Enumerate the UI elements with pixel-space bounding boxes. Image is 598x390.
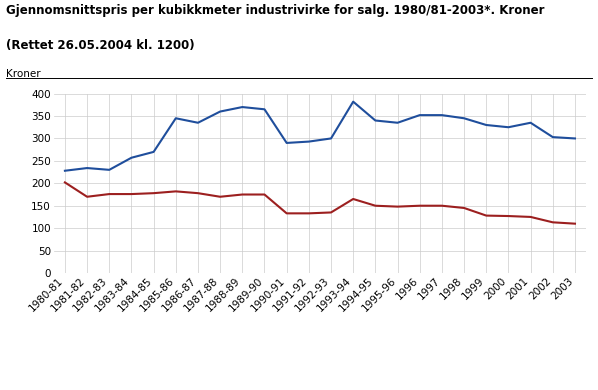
1980-kroner [350,197,357,201]
1980-kroner [571,222,578,226]
1980-kroner [372,204,379,208]
Løpende kroneverdi [416,113,423,117]
Løpende kroneverdi [372,118,379,123]
Løpende kroneverdi [350,99,357,104]
Løpende kroneverdi [216,109,224,114]
1980-kroner [438,204,446,208]
Løpende kroneverdi [283,141,290,145]
1980-kroner [239,192,246,197]
Løpende kroneverdi [172,116,179,121]
Line: 1980-kroner: 1980-kroner [65,183,575,224]
Løpende kroneverdi [505,125,512,129]
Løpende kroneverdi [571,136,578,141]
Løpende kroneverdi [328,136,335,141]
1980-kroner [62,180,69,185]
1980-kroner [305,211,312,216]
Løpende kroneverdi [239,105,246,109]
Text: Kroner: Kroner [6,69,41,79]
1980-kroner [416,204,423,208]
Løpende kroneverdi [128,155,135,160]
Løpende kroneverdi [305,139,312,144]
1980-kroner [128,192,135,197]
Løpende kroneverdi [394,121,401,125]
Text: (Rettet 26.05.2004 kl. 1200): (Rettet 26.05.2004 kl. 1200) [6,39,194,52]
1980-kroner [194,191,202,195]
Løpende kroneverdi [106,168,113,172]
Line: Løpende kroneverdi: Løpende kroneverdi [65,102,575,171]
Løpende kroneverdi [150,150,157,154]
Løpende kroneverdi [261,107,268,112]
1980-kroner [527,215,534,219]
Løpende kroneverdi [438,113,446,117]
Løpende kroneverdi [527,121,534,125]
1980-kroner [216,195,224,199]
1980-kroner [283,211,290,216]
Løpende kroneverdi [483,122,490,127]
1980-kroner [328,210,335,215]
1980-kroner [172,189,179,194]
1980-kroner [460,206,468,210]
1980-kroner [261,192,268,197]
1980-kroner [84,195,91,199]
1980-kroner [505,214,512,218]
1980-kroner [394,204,401,209]
1980-kroner [483,213,490,218]
Løpende kroneverdi [84,166,91,170]
1980-kroner [106,192,113,197]
Text: Gjennomsnittspris per kubikkmeter industrivirke for salg. 1980/81-2003*. Kroner: Gjennomsnittspris per kubikkmeter indust… [6,4,545,17]
1980-kroner [150,191,157,195]
Løpende kroneverdi [194,121,202,125]
1980-kroner [549,220,556,225]
Løpende kroneverdi [460,116,468,121]
Løpende kroneverdi [549,135,556,140]
Løpende kroneverdi [62,168,69,173]
